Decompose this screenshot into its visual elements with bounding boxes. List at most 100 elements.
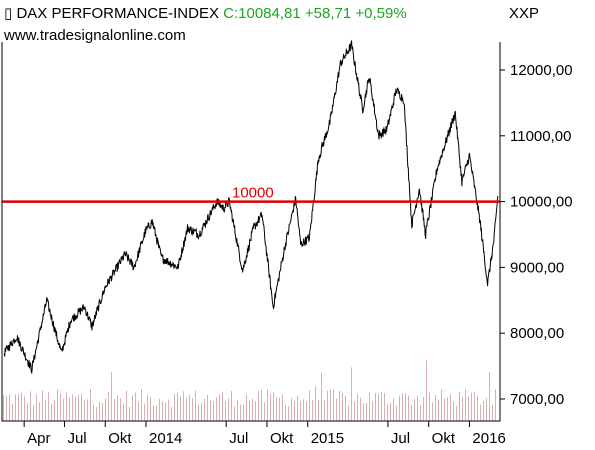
volume-bar (474, 392, 475, 421)
volume-bars (3, 359, 496, 421)
volume-bar (33, 404, 34, 421)
volume-bar (66, 392, 67, 421)
y-tick-label: 7000,00 (510, 391, 564, 408)
volume-bar (30, 391, 31, 421)
close-value: C:10084,81 (223, 5, 301, 22)
x-tick-label: 2015 (311, 430, 344, 447)
volume-bar (192, 398, 193, 421)
volume-bar (327, 390, 328, 421)
volume-bar (351, 367, 352, 421)
volume-bar (201, 403, 202, 421)
volume-bar (111, 372, 112, 421)
volume-bar (132, 395, 133, 421)
volume-bar (87, 399, 88, 421)
volume-bar (141, 389, 142, 421)
volume-bar (177, 392, 178, 421)
volume-bar (57, 389, 58, 421)
volume-bar (9, 394, 10, 421)
volume-bar (84, 400, 85, 421)
volume-bar (126, 390, 127, 421)
volume-bar (381, 392, 382, 421)
volume-bar (435, 394, 436, 421)
volume-bar (156, 405, 157, 421)
volume-bar (261, 389, 262, 421)
change-percent: +0,59% (355, 5, 407, 22)
volume-bar (270, 393, 271, 421)
volume-bar (150, 396, 151, 421)
volume-bar (312, 399, 313, 421)
x-tick-label: 2016 (472, 430, 505, 447)
volume-bar (465, 389, 466, 421)
volume-bar (225, 401, 226, 421)
volume-bar (453, 401, 454, 421)
volume-bar (18, 393, 19, 421)
volume-bar (93, 404, 94, 421)
volume-bar (228, 398, 229, 421)
volume-bar (393, 398, 394, 421)
volume-bar (492, 404, 493, 421)
volume-bar (288, 406, 289, 421)
volume-bar (174, 394, 175, 421)
volume-bar (186, 397, 187, 421)
volume-bar (114, 398, 115, 421)
volume-bar (276, 397, 277, 421)
volume-bar (444, 398, 445, 421)
volume-bar (222, 392, 223, 421)
volume-bar (48, 392, 49, 421)
volume-bar (237, 399, 238, 421)
volume-bar (429, 392, 430, 421)
volume-bar (300, 400, 301, 421)
x-tick-label: Okt (270, 430, 294, 447)
volume-bar (267, 389, 268, 421)
volume-bar (342, 392, 343, 421)
volume-bar (264, 402, 265, 421)
volume-bar (369, 392, 370, 421)
volume-bar (180, 396, 181, 421)
y-tick-label: 12000,00 (510, 62, 573, 79)
volume-bar (78, 394, 79, 421)
volume-bar (441, 389, 442, 421)
volume-bar (165, 402, 166, 421)
volume-bar (231, 391, 232, 421)
volume-bar (330, 389, 331, 421)
volume-bar (282, 394, 283, 421)
volume-bar (219, 394, 220, 421)
volume-bar (378, 394, 379, 421)
volume-bar (291, 398, 292, 421)
volume-bar (42, 390, 43, 421)
volume-bar (105, 398, 106, 421)
chart-type-icon: ▯ (4, 4, 13, 22)
y-tick-label: 10000,00 (510, 194, 573, 211)
volume-bar (135, 392, 136, 421)
plot-frame (1, 42, 501, 422)
volume-bar (168, 399, 169, 421)
axes: 7000,00 8000,00 9000,00 10000,00 11000,00 120… (1, 42, 573, 447)
volume-bar (294, 400, 295, 421)
volume-bar (39, 401, 40, 421)
volume-bar (240, 404, 241, 421)
volume-bar (336, 398, 337, 421)
y-tick-label: 9000,00 (510, 259, 564, 276)
volume-bar (462, 397, 463, 421)
volume-bar (51, 404, 52, 421)
volume-bar (456, 406, 457, 421)
volume-bar (189, 394, 190, 421)
volume-bar (387, 404, 388, 421)
volume-bar (477, 395, 478, 421)
volume-bar (489, 371, 490, 421)
volume-bar (372, 401, 373, 421)
volume-bar (99, 401, 100, 421)
x-tick-label: Jul (391, 430, 410, 447)
volume-bar (432, 402, 433, 421)
volume-bar (12, 403, 13, 421)
volume-bar (117, 395, 118, 421)
volume-bar (333, 389, 334, 421)
volume-bar (255, 401, 256, 421)
volume-bar (357, 393, 358, 421)
volume-bar (420, 404, 421, 421)
volume-bar (363, 403, 364, 421)
volume-bar (459, 391, 460, 421)
volume-bar (207, 394, 208, 421)
volume-bar (96, 406, 97, 421)
symbol-label: XXP (509, 5, 540, 22)
